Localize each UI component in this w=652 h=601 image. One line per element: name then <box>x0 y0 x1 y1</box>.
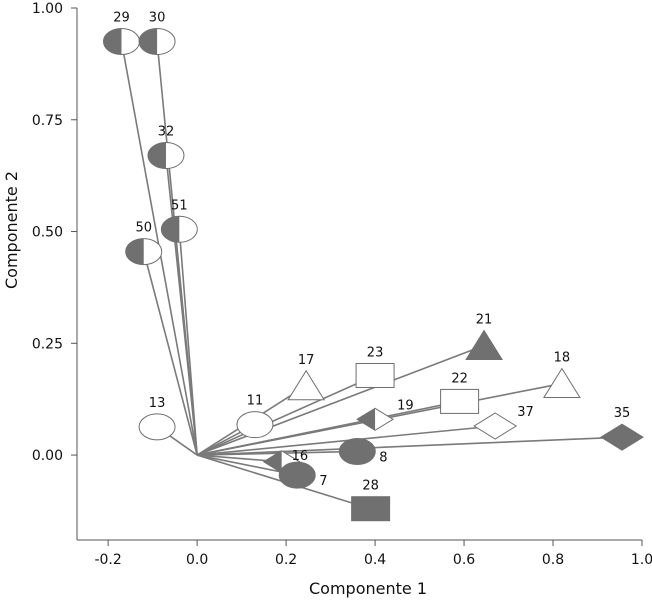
marker-shape <box>355 362 395 388</box>
x-tick-label: 1.0 <box>631 552 652 568</box>
x-tick-label: 0.8 <box>542 552 564 568</box>
point-label: 29 <box>113 11 130 26</box>
point-label: 7 <box>319 474 327 489</box>
y-tick-label: 1.00 <box>32 1 63 17</box>
point-markers <box>102 28 644 522</box>
point-label: 11 <box>247 394 264 409</box>
marker-shape <box>543 367 581 399</box>
point-label: 37 <box>517 405 534 420</box>
point-marker <box>287 369 326 401</box>
point-marker <box>473 412 518 440</box>
point-marker <box>138 413 176 441</box>
marker-fill <box>161 216 180 243</box>
point-label: 32 <box>158 125 175 140</box>
vector-line <box>196 418 376 456</box>
x-tick-label: 0.6 <box>453 552 475 568</box>
point-marker <box>356 407 395 431</box>
vector-line <box>142 251 198 456</box>
point-marker <box>355 362 395 388</box>
marker-shape <box>465 329 503 361</box>
y-tick-label: 0.00 <box>32 448 63 464</box>
marker-shape <box>287 369 326 401</box>
vector-line <box>197 425 496 456</box>
y-tick-label: 0.50 <box>32 225 63 241</box>
point-label: 18 <box>554 351 571 366</box>
point-marker <box>351 496 391 522</box>
vector-line <box>178 229 198 456</box>
axes: -0.2 0.0 0.2 0.4 0.6 0.8 1.0 0.00 0.25 0.50 0.75 1.… <box>32 1 652 568</box>
vector-line <box>196 344 485 456</box>
marker-fill <box>125 238 144 265</box>
point-label: 50 <box>135 221 152 236</box>
marker-shape <box>351 496 391 522</box>
marker-shape <box>473 412 518 440</box>
vector-line <box>165 155 198 456</box>
vector-line <box>196 374 376 456</box>
point-marker <box>278 461 316 489</box>
point-label: 35 <box>614 406 631 421</box>
marker-shape <box>278 461 316 489</box>
y-axis-label: Componente 2 <box>2 171 21 289</box>
point-label: 51 <box>171 198 188 213</box>
marker-shape <box>338 437 376 465</box>
point-label: 28 <box>362 479 379 494</box>
marker-fill <box>103 28 122 55</box>
y-tick-label: 0.25 <box>32 336 63 352</box>
point-marker <box>236 411 274 439</box>
x-axis-label: Componente 1 <box>309 579 427 598</box>
marker-fill <box>263 450 282 473</box>
point-label: 19 <box>397 398 414 413</box>
point-marker <box>147 142 185 170</box>
marker-shape <box>440 388 480 414</box>
point-label: 30 <box>149 11 166 26</box>
point-marker <box>543 367 581 399</box>
x-tick-label: 0.2 <box>275 552 297 568</box>
point-label: 13 <box>149 396 166 411</box>
marker-fill <box>147 142 166 169</box>
point-labels: 29 30 32 51 50 13 11 17 23 21 18 22 19 37 35 8 16 7 28 <box>113 11 630 494</box>
point-label: 22 <box>451 371 468 386</box>
marker-shape <box>138 413 176 441</box>
point-marker <box>160 215 198 243</box>
point-marker <box>138 28 176 56</box>
point-label: 16 <box>292 449 309 464</box>
vector-lines <box>120 41 623 510</box>
marker-shape <box>236 411 274 439</box>
point-label: 17 <box>298 353 315 368</box>
point-marker <box>600 423 644 451</box>
point-marker <box>465 329 503 361</box>
point-label: 23 <box>367 345 384 360</box>
x-tick-label: 0.4 <box>364 552 386 568</box>
point-label: 8 <box>379 450 387 465</box>
point-marker <box>440 388 480 414</box>
point-marker <box>338 437 376 465</box>
marker-fill <box>139 28 158 55</box>
x-tick-label: 0.0 <box>186 552 208 568</box>
x-tick-label: -0.2 <box>94 552 121 568</box>
point-label: 21 <box>476 313 493 328</box>
marker-shape <box>600 423 644 451</box>
point-marker <box>125 238 163 266</box>
vector-line <box>197 436 623 456</box>
marker-fill <box>357 408 376 431</box>
y-tick-label: 0.75 <box>32 113 63 129</box>
point-marker <box>102 28 140 56</box>
